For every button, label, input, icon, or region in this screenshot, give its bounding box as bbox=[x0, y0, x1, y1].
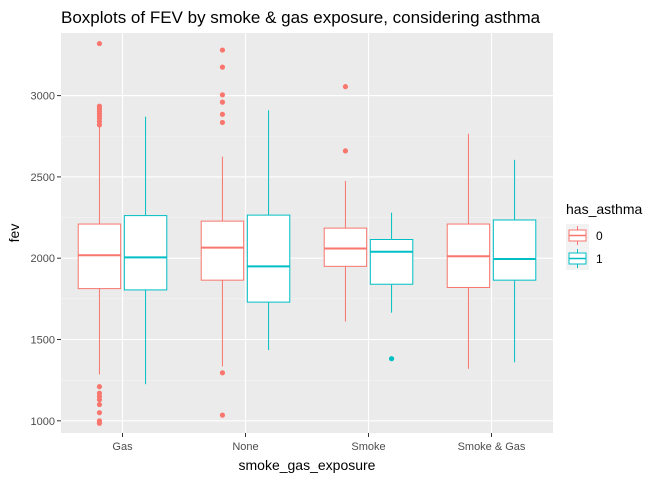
box-iqr bbox=[323, 227, 368, 267]
outlier-point bbox=[219, 412, 226, 418]
outlier-point bbox=[342, 84, 349, 90]
box-iqr bbox=[200, 220, 245, 281]
y-tick-label: 1000 bbox=[31, 416, 55, 428]
legend-title: has_asthma bbox=[566, 201, 642, 217]
x-tick-label: None bbox=[232, 441, 258, 453]
box-iqr bbox=[123, 215, 168, 291]
outlier-point bbox=[219, 99, 226, 105]
box-iqr bbox=[77, 223, 122, 290]
box-iqr bbox=[246, 214, 291, 303]
outlier-point bbox=[219, 119, 226, 126]
outlier-point bbox=[219, 64, 226, 70]
outlier-point bbox=[96, 410, 103, 416]
outlier-point bbox=[388, 356, 395, 362]
box-gas-series-0 bbox=[77, 40, 122, 426]
outlier-point bbox=[96, 103, 103, 109]
x-tick-label: Gas bbox=[112, 441, 133, 453]
legend: has_asthma 0 1 bbox=[566, 201, 642, 270]
legend-entry-1: 1 bbox=[566, 247, 603, 270]
box-none-series-1 bbox=[246, 110, 291, 351]
x-tick-label: Smoke & Gas bbox=[458, 441, 526, 453]
legend-entry-0: 0 bbox=[566, 224, 603, 247]
legend-label: 0 bbox=[596, 229, 603, 243]
outlier-point bbox=[96, 397, 103, 403]
outlier-point bbox=[96, 40, 103, 47]
box-smoke-gas-series-0 bbox=[446, 133, 491, 369]
y-tick-label: 2000 bbox=[31, 253, 55, 265]
outlier-point bbox=[219, 47, 226, 53]
outlier-point bbox=[342, 148, 349, 154]
box-iqr bbox=[369, 239, 414, 285]
x-axis: Gas None Smoke Smoke & Gas bbox=[112, 433, 526, 453]
chart-title: Boxplots of FEV by smoke & gas exposure,… bbox=[61, 8, 541, 27]
box-none-series-0 bbox=[200, 47, 245, 418]
boxes-layer bbox=[77, 40, 537, 426]
outlier-point bbox=[219, 92, 226, 98]
y-tick-label: 3000 bbox=[31, 91, 55, 103]
outlier-point bbox=[219, 370, 226, 376]
y-tick-label: 1500 bbox=[31, 335, 55, 347]
y-axis: 1000 1500 2000 2500 3000 bbox=[31, 91, 61, 428]
x-tick-label: Smoke bbox=[351, 441, 385, 453]
y-axis-label: fev bbox=[6, 224, 22, 243]
y-tick-label: 2500 bbox=[31, 172, 55, 184]
box-smoke-series-1 bbox=[369, 212, 414, 362]
box-smoke-series-0 bbox=[323, 84, 368, 322]
box-gas-series-1 bbox=[123, 116, 168, 385]
outlier-point bbox=[219, 111, 226, 117]
outlier-point bbox=[96, 420, 103, 426]
outlier-point bbox=[96, 384, 103, 390]
box-smoke-gas-series-1 bbox=[492, 159, 537, 363]
legend-label: 1 bbox=[596, 252, 603, 266]
box-iqr bbox=[492, 219, 537, 281]
outlier-point bbox=[96, 401, 103, 408]
x-axis-label: smoke_gas_exposure bbox=[239, 457, 376, 473]
